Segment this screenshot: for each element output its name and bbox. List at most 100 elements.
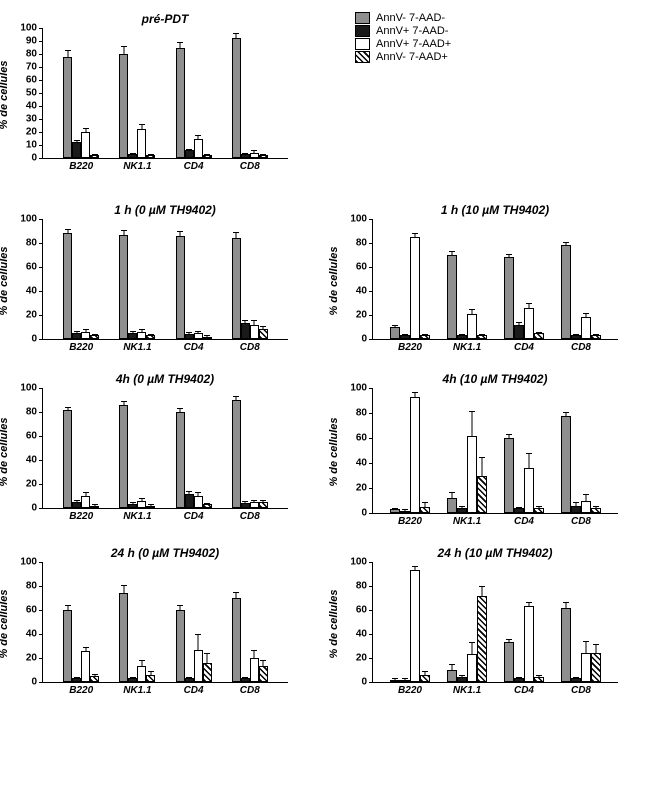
panel-row: 24 h (0 µM TH9402)% de cellules020406080… xyxy=(10,544,637,703)
error-bar xyxy=(207,504,208,505)
error-cap xyxy=(402,678,408,679)
bar xyxy=(504,438,514,513)
y-tick-label: 20 xyxy=(356,653,367,664)
bar xyxy=(467,654,477,682)
error-bar xyxy=(236,397,237,401)
panel-title: 24 h (0 µM TH9402) xyxy=(42,546,288,560)
error-cap xyxy=(506,639,512,640)
y-tick xyxy=(39,28,43,29)
y-tick-label: 80 xyxy=(356,581,367,592)
bar xyxy=(504,642,514,682)
bar xyxy=(447,255,457,339)
bar xyxy=(241,678,250,682)
error-cap xyxy=(251,320,257,321)
error-bar xyxy=(76,332,77,334)
bar xyxy=(137,332,146,339)
chart-area: 020406080100B220NK1.1CD4CD8 xyxy=(372,219,618,340)
chart-panel: pré-PDT% de cellules01020304050607080901… xyxy=(10,10,288,179)
bar-group xyxy=(504,257,544,339)
y-tick-label: 60 xyxy=(356,433,367,444)
error-bar xyxy=(189,150,190,151)
error-bar xyxy=(509,640,510,644)
bar xyxy=(63,57,72,158)
error-cap xyxy=(516,322,522,323)
error-bar xyxy=(263,327,264,331)
error-cap xyxy=(204,335,210,336)
bar xyxy=(194,333,203,339)
error-cap xyxy=(251,150,257,151)
error-bar xyxy=(529,454,530,469)
error-cap xyxy=(186,149,192,150)
bar xyxy=(241,503,250,508)
error-bar xyxy=(405,679,406,680)
panel-row: 4h (0 µM TH9402)% de cellules02040608010… xyxy=(10,370,637,534)
error-cap xyxy=(402,509,408,510)
error-bar xyxy=(245,321,246,325)
error-bar xyxy=(132,154,133,155)
error-bar xyxy=(539,333,540,334)
error-cap xyxy=(204,503,210,504)
bar xyxy=(232,38,241,158)
error-cap xyxy=(459,334,465,335)
error-bar xyxy=(596,507,597,510)
error-cap xyxy=(121,401,127,402)
bar xyxy=(467,436,477,514)
bar xyxy=(524,606,534,682)
error-bar xyxy=(85,648,86,652)
y-tick-label: 0 xyxy=(31,153,37,164)
bar xyxy=(119,235,128,339)
bar xyxy=(185,150,194,158)
error-bar xyxy=(425,672,426,676)
bar xyxy=(232,238,241,339)
error-cap xyxy=(459,675,465,676)
error-cap xyxy=(573,334,579,335)
bar xyxy=(63,233,72,339)
x-tick-label: B220 xyxy=(69,685,93,696)
chart-panel: 24 h (0 µM TH9402)% de cellules020406080… xyxy=(10,544,288,703)
error-bar xyxy=(586,495,587,501)
chart-area: 020406080100B220NK1.1CD4CD8 xyxy=(372,562,618,683)
y-tick-label: 20 xyxy=(356,483,367,494)
error-cap xyxy=(233,232,239,233)
error-bar xyxy=(576,503,577,507)
bar xyxy=(514,508,524,513)
error-bar xyxy=(189,678,190,679)
bar xyxy=(447,670,457,682)
x-tick-label: CD8 xyxy=(571,342,591,353)
panel-title: 1 h (10 µM TH9402) xyxy=(372,203,618,217)
bar-group xyxy=(390,397,430,513)
error-cap xyxy=(92,334,98,335)
error-bar xyxy=(94,675,95,677)
error-bar xyxy=(245,154,246,155)
y-tick xyxy=(39,412,43,413)
bar xyxy=(194,650,203,682)
bar-group xyxy=(63,410,99,508)
error-bar xyxy=(596,645,597,655)
error-bar xyxy=(482,335,483,336)
error-bar xyxy=(141,661,142,667)
x-tick-label: CD8 xyxy=(571,516,591,527)
bar xyxy=(477,335,487,339)
bar-group xyxy=(447,596,487,682)
bar xyxy=(72,333,81,339)
error-cap xyxy=(392,325,398,326)
y-tick-label: 10 xyxy=(26,140,37,151)
y-tick-label: 40 xyxy=(26,101,37,112)
bar xyxy=(119,54,128,158)
error-cap xyxy=(242,153,248,154)
bar-group xyxy=(561,416,601,514)
error-cap xyxy=(177,42,183,43)
y-tick-label: 20 xyxy=(356,310,367,321)
panel-row: pré-PDT% de cellules01020304050607080901… xyxy=(10,10,637,179)
y-tick-label: 40 xyxy=(26,629,37,640)
bar-group xyxy=(176,610,212,682)
bar xyxy=(259,155,268,158)
bar-group xyxy=(232,238,268,339)
bar xyxy=(90,676,99,682)
x-tick-label: CD4 xyxy=(184,685,204,696)
error-bar xyxy=(76,501,77,503)
y-tick-label: 0 xyxy=(361,677,367,688)
y-tick-label: 60 xyxy=(26,262,37,273)
error-bar xyxy=(519,323,520,325)
x-tick-label: B220 xyxy=(69,342,93,353)
